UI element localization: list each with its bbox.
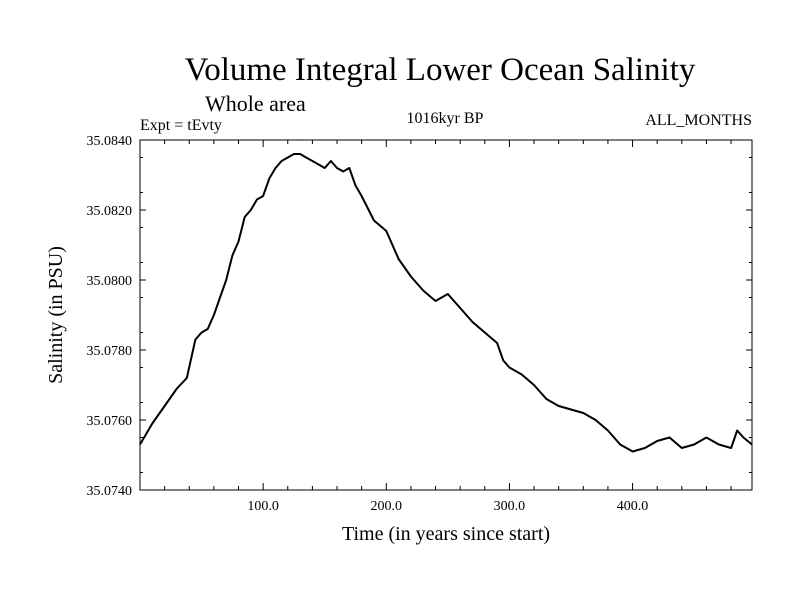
y-tick-label: 35.0840	[87, 134, 133, 149]
y-tick-label: 35.0760	[87, 414, 133, 429]
y-axis-label: Salinity (in PSU)	[45, 246, 67, 384]
months-label: ALL_MONTHS	[645, 112, 752, 129]
experiment-label: Expt = tEvty	[140, 117, 222, 134]
x-tick-label: 100.0	[247, 499, 279, 514]
series-line	[139, 153, 753, 453]
x-axis-label: Time (in years since start)	[342, 523, 550, 545]
x-tick-label: 300.0	[494, 499, 526, 514]
chart-subtitle: Whole area	[205, 91, 306, 116]
x-tick-label: 200.0	[371, 499, 403, 514]
y-tick-label: 35.0820	[87, 204, 133, 219]
x-tick-label: 400.0	[617, 499, 649, 514]
y-tick-label: 35.0800	[87, 274, 133, 289]
chart-title: Volume Integral Lower Ocean Salinity	[185, 52, 696, 88]
y-tick-label: 35.0780	[87, 344, 133, 359]
plot-frame	[139, 139, 753, 491]
period-label: 1016kyr BP	[407, 110, 484, 127]
y-tick-label: 35.0740	[87, 484, 133, 499]
